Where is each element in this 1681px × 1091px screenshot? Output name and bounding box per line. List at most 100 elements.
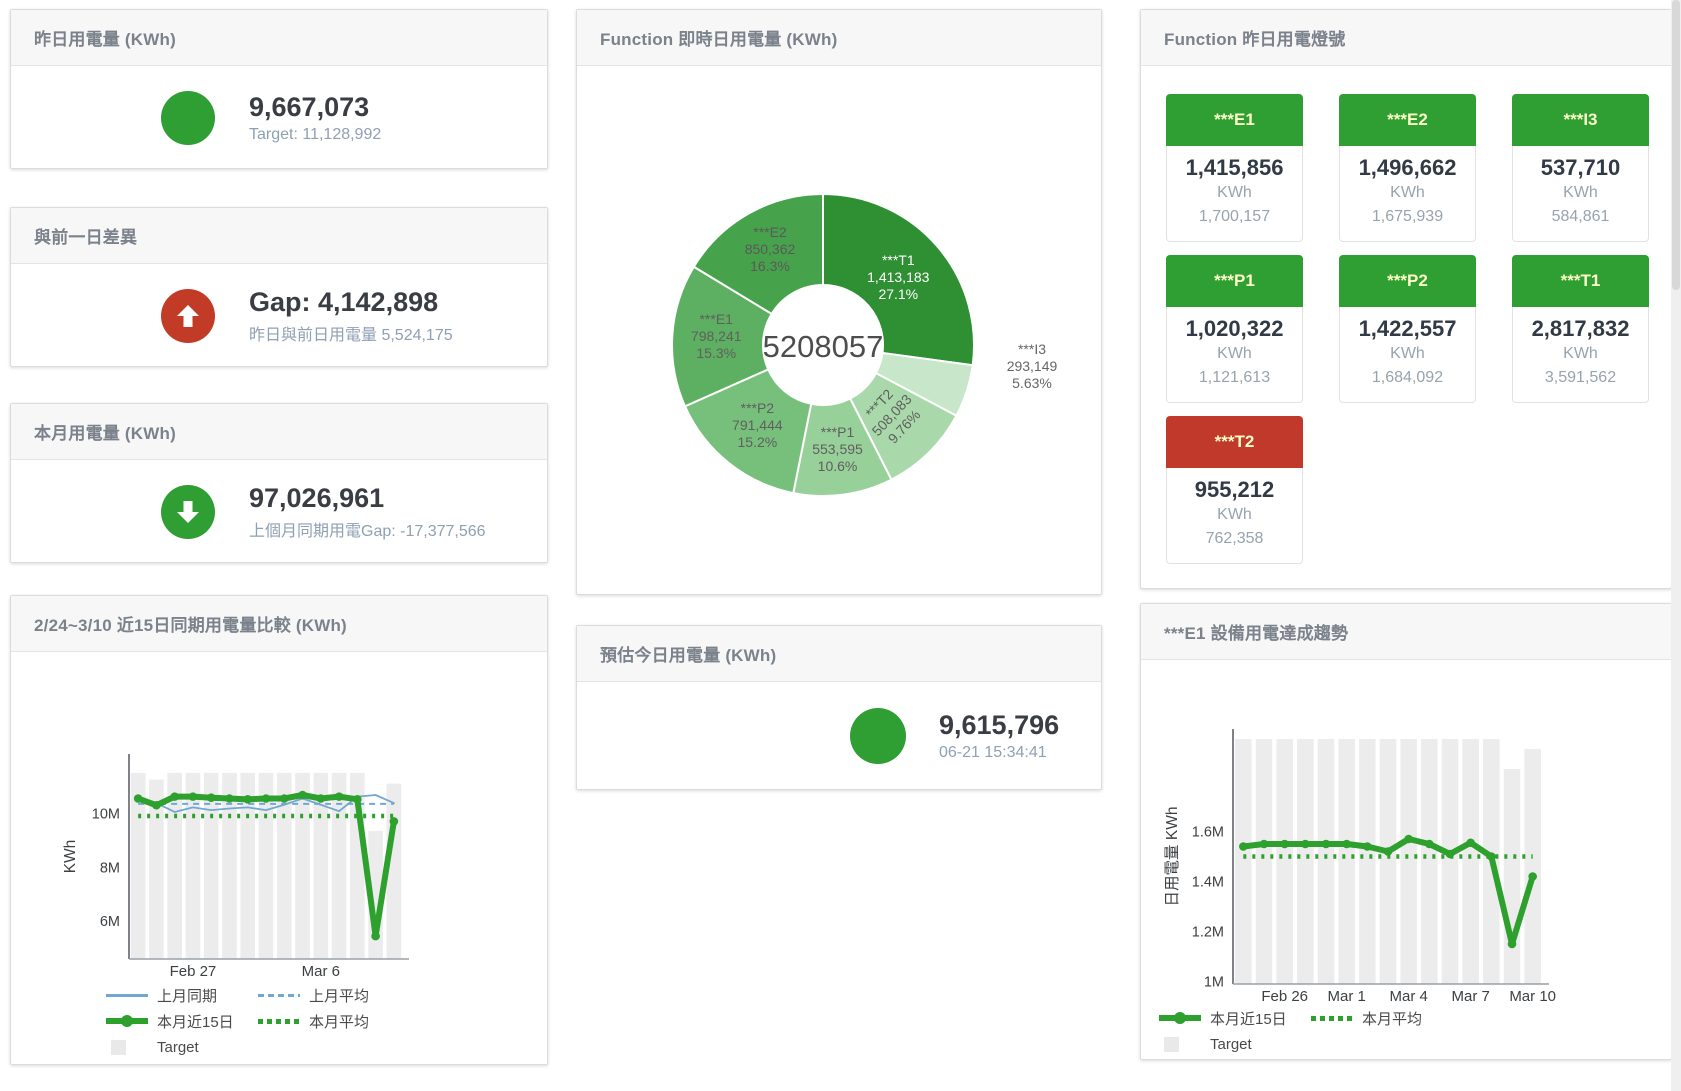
donut-slice-e1[interactable] [671, 265, 774, 408]
series-point[interactable] [1466, 838, 1475, 848]
target-bar [258, 772, 274, 959]
series-point[interactable] [316, 794, 326, 803]
x-tick-label: Feb 26 [1261, 988, 1308, 1005]
card-title: 2/24~3/10 近15日同期用電量比較 (KWh) [34, 616, 347, 635]
series-point[interactable] [261, 794, 271, 803]
series-point[interactable] [1301, 839, 1310, 849]
realtime-donut-chart[interactable]: ***T1 1,413,183 27.1%***I3 293,149 5.63%***T… [577, 66, 1103, 594]
e1-trend-line-chart[interactable]: 1M 1.2M 1.4M 1.6M Feb 26 Mar 1 Mar 4 Mar 7 Mar 1… [1141, 660, 1673, 1060]
legend-item-Target[interactable]: Target [1159, 1036, 1311, 1053]
card-header: 2/24~3/10 近15日同期用電量比較 (KWh) [11, 596, 547, 652]
tile-value: 1,422,557 [1358, 316, 1457, 341]
donut-slice-p2[interactable] [683, 368, 813, 495]
tile-target: 1,684,092 [1371, 369, 1444, 386]
series-point[interactable] [1321, 839, 1331, 849]
series-point[interactable] [371, 931, 380, 941]
y-tick-label: 1.6M [1192, 825, 1224, 841]
series-point[interactable] [1342, 839, 1351, 849]
tile-name: ***P1 [1166, 255, 1303, 307]
series-point[interactable] [279, 794, 289, 803]
dots-swatch-icon [1311, 1011, 1353, 1026]
target-bar [1379, 739, 1397, 984]
series-point[interactable] [1507, 939, 1517, 949]
tile-unit: KWh [1563, 184, 1598, 201]
kpi-value: 9,667,073 [249, 91, 370, 122]
series-point[interactable] [389, 817, 399, 826]
tile-body: 955,212 KWh 762,358 [1166, 468, 1303, 564]
legend-label: 本月近15日 [157, 1013, 234, 1031]
target-bar [1441, 739, 1459, 984]
y-tick-label: 1.4M [1192, 875, 1224, 891]
series-point[interactable] [1363, 842, 1372, 851]
target-bar [1338, 739, 1355, 984]
x-tick-label: Mar 6 [302, 963, 340, 980]
kpi-body: 97,026,961 上個月同期用電Gap: -17,377,566 [11, 460, 547, 563]
series-point[interactable] [206, 793, 216, 802]
y-tick-label: 6M [100, 914, 120, 930]
target-bar [276, 772, 292, 959]
card-day-gap: 與前一日差異 Gap: 4,142,898 昨日與前日用電量 5,524,175 [10, 207, 548, 367]
target-bar [185, 772, 201, 959]
x-tick-label: Mar 7 [1451, 988, 1489, 1005]
series-point[interactable] [225, 794, 234, 803]
y-tick-label: 1M [1204, 975, 1224, 991]
legend-label: Target [1210, 1035, 1252, 1053]
series-point[interactable] [1280, 839, 1289, 849]
series-point[interactable] [188, 792, 198, 801]
series-point[interactable] [1239, 842, 1248, 851]
series-line-上月同期[interactable] [137, 794, 395, 813]
tile-body: 537,710 KWh 584,861 [1512, 146, 1649, 242]
target-bar [203, 772, 219, 959]
target-bar [130, 772, 146, 959]
tile-unit: KWh [1217, 506, 1252, 523]
series-point[interactable] [1425, 839, 1434, 849]
series-point[interactable] [334, 792, 344, 801]
legend-label: Target [157, 1038, 199, 1056]
card-title: Function 即時日用電量 (KWh) [600, 30, 838, 49]
series-point[interactable] [1259, 839, 1269, 849]
series-point[interactable] [1383, 847, 1393, 856]
arrow-up-icon [161, 288, 215, 343]
tile-value: 1,415,856 [1185, 155, 1284, 180]
series-point[interactable] [1404, 834, 1413, 844]
series-point[interactable] [353, 795, 362, 804]
target-bar [1462, 739, 1479, 984]
y-tick-label: 1.2M [1192, 925, 1224, 941]
tile-value: 2,817,832 [1531, 316, 1630, 341]
legend-item-上月同期[interactable]: 上月同期 [106, 985, 258, 1006]
card-header: 與前一日差異 [11, 208, 547, 264]
card-title: 與前一日差異 [34, 228, 138, 247]
scrollbar-thumb[interactable] [1672, 0, 1680, 290]
kpi-body: 9,667,073 Target: 11,128,992 [11, 66, 547, 169]
card-status-lights: Function 昨日用電燈號 ***E1 1,415,856 KWh 1,700,1… [1140, 9, 1672, 589]
legend-item-本月近15日[interactable]: 本月近15日 [1159, 1008, 1311, 1029]
legend-item-本月平均[interactable]: 本月平均 [258, 1011, 410, 1032]
series-point[interactable] [170, 792, 179, 801]
legend-item-本月平均[interactable]: 本月平均 [1311, 1008, 1463, 1029]
donut-slice-e2[interactable] [692, 192, 824, 316]
legend-item-本月近15日[interactable]: 本月近15日 [106, 1011, 258, 1032]
tile-target: 1,700,157 [1198, 208, 1271, 225]
compare-line-chart[interactable]: 6M 8M 10M Feb 27 Mar 6 KWh [11, 652, 549, 1066]
series-point[interactable] [1487, 852, 1496, 861]
status-tile-e2: ***E2 1,496,662 KWh 1,675,939 [1339, 94, 1476, 242]
series-point[interactable] [298, 790, 307, 800]
series-point[interactable] [1445, 849, 1455, 859]
scrollbar-track[interactable] [1671, 0, 1681, 1091]
tile-body: 1,020,322 KWh 1,121,613 [1166, 307, 1303, 403]
series-point[interactable] [152, 800, 161, 810]
series-point[interactable] [133, 794, 143, 803]
status-tile-e1: ***E1 1,415,856 KWh 1,700,157 [1166, 94, 1303, 242]
donut-slice-t1[interactable] [822, 192, 975, 367]
card-title: 昨日用電量 (KWh) [34, 30, 176, 49]
legend-item-Target[interactable]: Target [106, 1039, 258, 1056]
card-title: ***E1 設備用電達成趨勢 [1164, 624, 1349, 643]
target-bar [1524, 749, 1541, 984]
series-point[interactable] [1528, 872, 1537, 881]
y-tick-label: 8M [100, 860, 120, 876]
series-point[interactable] [243, 795, 253, 804]
legend-item-上月平均[interactable]: 上月平均 [258, 985, 410, 1006]
y-axis-title: 日用電量 KWh [1164, 807, 1181, 907]
card-header: 預估今日用電量 (KWh) [577, 626, 1101, 682]
status-circle-icon [161, 90, 215, 145]
